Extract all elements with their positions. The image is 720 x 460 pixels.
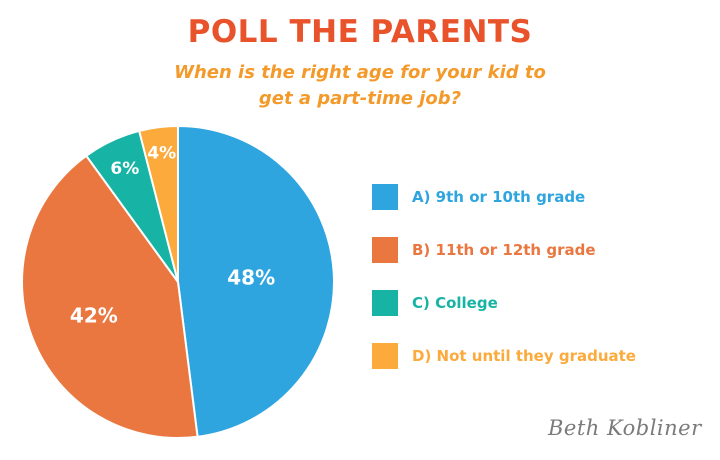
chart-legend: A) 9th or 10th grade B) 11th or 12th grad…	[372, 184, 636, 396]
legend-label-3: C) College	[412, 294, 498, 312]
slice-label-1: 48%	[227, 265, 275, 289]
subtitle-line-2: get a part-time job?	[258, 88, 462, 109]
legend-item-3: C) College	[372, 290, 636, 316]
legend-swatch-2	[372, 237, 398, 263]
slice-label-3: 6%	[110, 159, 139, 179]
author-signature: Beth Kobliner	[548, 416, 702, 440]
pie-slice-2	[21, 154, 199, 439]
legend-label-2: B) 11th or 12th grade	[412, 241, 596, 259]
slice-label-4: 4%	[147, 144, 176, 164]
legend-item-2: B) 11th or 12th grade	[372, 237, 636, 263]
legend-swatch-1	[372, 184, 398, 210]
legend-item-1: A) 9th or 10th grade	[372, 184, 636, 210]
pie-slice-1	[177, 124, 335, 438]
pie-slice-4	[137, 124, 179, 283]
subtitle-line-1: When is the right age for your kid to	[174, 62, 546, 83]
legend-swatch-4	[372, 343, 398, 369]
slice-label-2: 42%	[70, 303, 118, 327]
legend-label-1: A) 9th or 10th grade	[412, 188, 586, 206]
chart-subtitle: When is the right age for your kid to ge…	[160, 60, 560, 112]
legend-label-4: D) Not until they graduate	[412, 347, 636, 365]
chart-title: POLL THE PARENTS	[187, 14, 533, 50]
legend-item-4: D) Not until they graduate	[372, 343, 636, 369]
legend-swatch-3	[372, 290, 398, 316]
